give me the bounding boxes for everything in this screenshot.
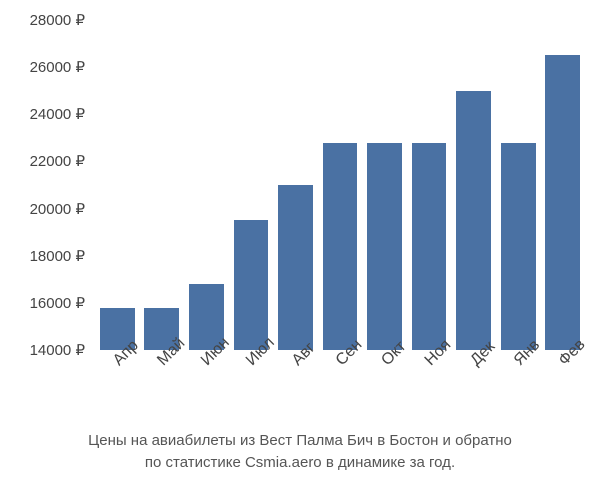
x-label-slot: Июл <box>229 355 274 425</box>
plot-area <box>95 20 585 350</box>
bar-slot <box>140 20 185 350</box>
x-axis: АпрМайИюнИюлАвгСенОктНояДекЯнвФев <box>95 355 585 425</box>
y-tick-label: 26000 ₽ <box>0 58 85 76</box>
bar-slot <box>318 20 363 350</box>
bar-slot <box>184 20 229 350</box>
bar <box>412 143 447 350</box>
x-label-slot: Апр <box>95 355 140 425</box>
bar-slot <box>451 20 496 350</box>
x-label-slot: Авг <box>273 355 318 425</box>
bar <box>323 143 358 350</box>
y-tick-label: 22000 ₽ <box>0 152 85 170</box>
x-label-slot: Май <box>140 355 185 425</box>
y-tick-label: 24000 ₽ <box>0 105 85 123</box>
bar-slot <box>496 20 541 350</box>
bar-slot <box>273 20 318 350</box>
x-label-slot: Дек <box>451 355 496 425</box>
y-tick-label: 28000 ₽ <box>0 11 85 29</box>
x-labels: АпрМайИюнИюлАвгСенОктНояДекЯнвФев <box>95 355 585 425</box>
chart-container: 14000 ₽ 16000 ₽ 18000 ₽ 20000 ₽ 22000 ₽ 24000… <box>0 0 600 500</box>
bar-slot <box>95 20 140 350</box>
x-label-slot: Окт <box>362 355 407 425</box>
bar <box>278 185 313 350</box>
caption-line-2: по статистике Csmia.aero в динамике за г… <box>0 452 600 474</box>
bar <box>234 220 269 350</box>
bar-slot <box>540 20 585 350</box>
y-tick-label: 20000 ₽ <box>0 200 85 218</box>
caption-line-1: Цены на авиабилеты из Вест Палма Бич в Б… <box>0 430 600 452</box>
bar-slot <box>407 20 452 350</box>
x-label-slot: Янв <box>496 355 541 425</box>
y-tick-label: 14000 ₽ <box>0 341 85 359</box>
bar-slot <box>229 20 274 350</box>
bar <box>545 55 580 350</box>
y-tick-label: 18000 ₽ <box>0 247 85 265</box>
bar <box>501 143 536 350</box>
x-label-slot: Сен <box>318 355 363 425</box>
bar <box>367 143 402 350</box>
x-label-slot: Фев <box>540 355 585 425</box>
x-label-slot: Ноя <box>407 355 452 425</box>
y-tick-label: 16000 ₽ <box>0 294 85 312</box>
bars-group <box>95 20 585 350</box>
bar-slot <box>362 20 407 350</box>
chart-caption: Цены на авиабилеты из Вест Палма Бич в Б… <box>0 430 600 474</box>
bar <box>456 91 491 350</box>
y-axis: 14000 ₽16000 ₽18000 ₽20000 ₽22000 ₽24000… <box>0 20 90 350</box>
x-label-slot: Июн <box>184 355 229 425</box>
